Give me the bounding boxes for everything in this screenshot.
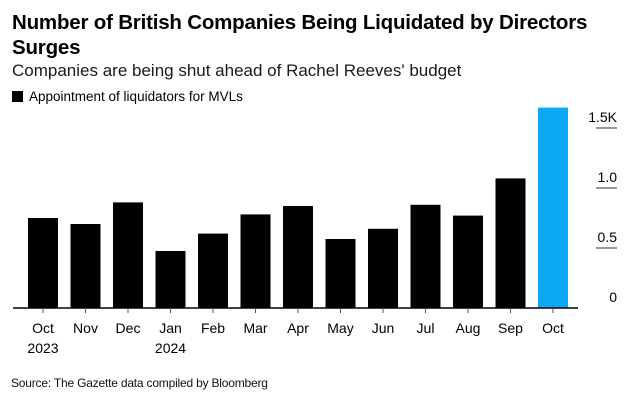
bar-nov <box>70 224 101 308</box>
chart-title: Number of British Companies Being Liquid… <box>12 11 588 59</box>
x-tick-label: Jul <box>417 320 435 336</box>
legend-swatch <box>12 91 23 102</box>
bar-oct <box>538 107 568 308</box>
x-tick-label: May <box>327 320 353 336</box>
bar-aug <box>453 215 483 308</box>
x-tick-label: Sep <box>498 320 523 336</box>
x-tick-label: Feb <box>201 320 225 336</box>
x-tick-label: Oct <box>542 320 564 336</box>
bar-feb <box>198 233 228 308</box>
y-tick-label: 1.0 <box>598 169 618 185</box>
x-tick-label: Dec <box>116 320 141 336</box>
x-tick-label: Jun <box>372 320 395 336</box>
y-tick-label: 0 <box>609 289 617 305</box>
legend: Appointment of liquidators for MVLs <box>12 89 243 104</box>
chart-subtitle: Companies are being shut ahead of Rachel… <box>12 61 462 80</box>
bar-jun <box>368 228 398 308</box>
bar-oct-2023 <box>28 218 58 308</box>
bar-jan-2024 <box>155 251 186 308</box>
bar-may <box>325 239 356 308</box>
x-tick-label-year: 2023 <box>27 340 58 356</box>
x-tick-label: Nov <box>73 320 98 336</box>
source-note: Source: The Gazette data compiled by Blo… <box>11 376 268 390</box>
bar-sep <box>495 178 526 308</box>
x-tick-label: Mar <box>243 320 267 336</box>
x-tick-label: Oct <box>32 320 54 336</box>
bar-mar <box>240 214 271 308</box>
bar-dec <box>113 202 143 308</box>
x-tick-label: Apr <box>287 320 309 336</box>
bar-jul <box>410 204 441 308</box>
x-tick-label: Aug <box>456 320 481 336</box>
y-tick-label: 0.5 <box>598 229 618 245</box>
x-tick-label: Jan <box>159 320 182 336</box>
x-tick-label-year: 2024 <box>155 340 186 356</box>
y-tick-label: 1.5K <box>588 109 617 125</box>
bar-apr <box>283 206 313 308</box>
legend-label: Appointment of liquidators for MVLs <box>29 89 243 104</box>
